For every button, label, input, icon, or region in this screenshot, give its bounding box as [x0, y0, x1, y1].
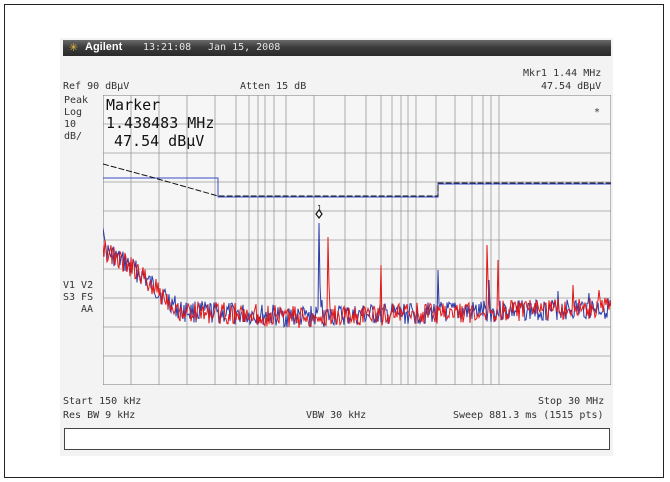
video-bw: VBW 30 kHz	[306, 410, 367, 421]
grid-lines	[103, 95, 611, 385]
outer-frame	[4, 4, 664, 478]
marker-readout-level: 47.54 dBµV	[541, 81, 602, 92]
marker-diamond-icon	[315, 209, 323, 219]
trace-flags-2: S3 FS	[63, 292, 94, 303]
asterisk-logo-icon: ✳	[69, 41, 79, 54]
marker-readout-freq: Mkr1 1.44 MHz	[523, 68, 602, 79]
ref-level: Ref 90 dBµV	[63, 81, 130, 92]
start-freq: Start 150 kHz	[63, 396, 142, 407]
attenuation: Atten 15 dB	[240, 81, 307, 92]
trace-blue	[103, 222, 611, 329]
trace-flags-1: V1 V2	[63, 280, 94, 291]
title-bar: ✳ Agilent 13:21:08 Jan 15, 2008	[63, 40, 611, 56]
trace-flags-3: AA	[81, 304, 94, 315]
marker-star: *	[594, 107, 601, 118]
detector-label: Peak	[64, 95, 89, 106]
scale-unit-label: dB/	[64, 131, 83, 142]
scale-type-label: Log	[64, 107, 83, 118]
marker-1	[315, 209, 323, 219]
trace-red	[103, 236, 611, 329]
marker-box-title: Marker	[106, 96, 161, 114]
scale-value-label: 10	[64, 119, 77, 130]
marker-box-freq: 1.438483 MHz	[106, 114, 215, 132]
marker-number: 1	[317, 204, 322, 213]
status-bar	[64, 428, 610, 450]
spectrum-display	[103, 95, 611, 385]
sweep-info: Sweep 881.3 ms (1515 pts)	[453, 410, 604, 421]
clock-time: 13:21:08	[143, 42, 192, 53]
marker-box-level: 47.54 dBµV	[114, 132, 205, 150]
res-bw: Res BW 9 kHz	[63, 410, 136, 421]
brand-name: Agilent	[85, 41, 123, 53]
limit-line-black	[103, 163, 611, 197]
limit-lines	[103, 163, 611, 198]
clock-date: Jan 15, 2008	[208, 42, 281, 53]
stop-freq: Stop 30 MHz	[538, 396, 605, 407]
limit-line-blue	[103, 177, 611, 198]
